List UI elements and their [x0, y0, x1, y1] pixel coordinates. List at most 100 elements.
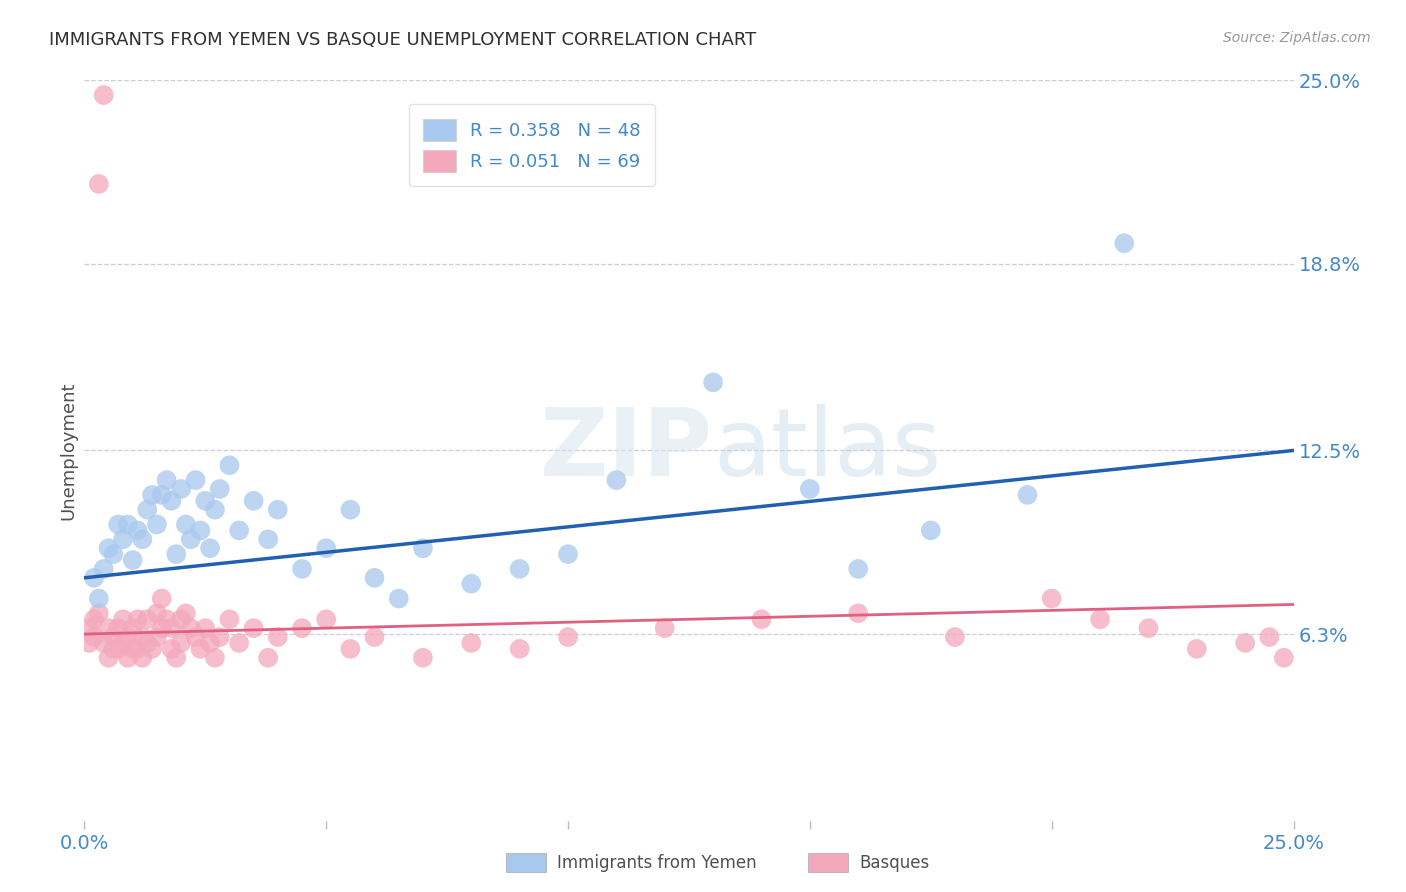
Point: [654, 621, 676, 635]
Point: [204, 650, 226, 665]
Point: [943, 630, 966, 644]
Point: [363, 630, 385, 644]
Point: [93, 88, 115, 103]
Point: [103, 547, 125, 561]
Point: [150, 488, 173, 502]
Point: [184, 473, 207, 487]
Point: [83, 571, 105, 585]
Point: [1258, 630, 1281, 644]
Point: [846, 562, 869, 576]
Point: [131, 650, 153, 665]
Text: atlas: atlas: [713, 404, 942, 497]
Point: [160, 641, 183, 656]
Point: [160, 493, 183, 508]
Point: [112, 533, 135, 547]
Point: [1040, 591, 1063, 606]
Point: [87, 591, 110, 606]
Text: IMMIGRANTS FROM YEMEN VS BASQUE UNEMPLOYMENT CORRELATION CHART: IMMIGRANTS FROM YEMEN VS BASQUE UNEMPLOY…: [49, 31, 756, 49]
Point: [150, 621, 173, 635]
Point: [136, 636, 159, 650]
Point: [146, 630, 169, 644]
Point: [165, 650, 187, 665]
Point: [228, 636, 250, 650]
Point: [174, 607, 197, 621]
Point: [117, 650, 139, 665]
Point: [131, 630, 153, 644]
Point: [93, 636, 115, 650]
Point: [170, 482, 193, 496]
Point: [315, 541, 337, 556]
Point: [107, 621, 129, 635]
Point: [1088, 612, 1111, 626]
Point: [257, 533, 280, 547]
Point: [267, 502, 290, 516]
Point: [198, 541, 221, 556]
Text: Immigrants from Yemen: Immigrants from Yemen: [557, 854, 756, 871]
Point: [112, 636, 135, 650]
Point: [242, 621, 264, 635]
Point: [412, 541, 434, 556]
Point: [107, 641, 129, 656]
Point: [1185, 641, 1208, 656]
Point: [87, 607, 110, 621]
Point: [180, 621, 202, 635]
Point: [218, 458, 240, 473]
Point: [412, 650, 434, 665]
Point: [87, 177, 110, 191]
Point: [208, 630, 231, 644]
Point: [1234, 636, 1257, 650]
Point: [165, 547, 187, 561]
Point: [388, 591, 411, 606]
Point: [83, 612, 105, 626]
Point: [77, 621, 100, 635]
Point: [1017, 488, 1039, 502]
Point: [136, 502, 159, 516]
Point: [127, 612, 149, 626]
Point: [174, 517, 197, 532]
Point: [1137, 621, 1160, 635]
Point: [799, 482, 821, 496]
Point: [127, 641, 149, 656]
Point: [208, 482, 231, 496]
Point: [146, 517, 169, 532]
Point: [557, 547, 579, 561]
Point: [141, 641, 163, 656]
Point: [509, 641, 531, 656]
Point: [190, 524, 212, 538]
Point: [136, 612, 159, 626]
Point: [1114, 236, 1136, 251]
Point: [103, 630, 125, 644]
Text: Basques: Basques: [859, 854, 929, 871]
Point: [97, 650, 120, 665]
Point: [257, 650, 280, 665]
Point: [198, 636, 221, 650]
Point: [121, 553, 143, 567]
Point: [117, 517, 139, 532]
Point: [83, 630, 105, 644]
Point: [702, 376, 724, 390]
Point: [112, 612, 135, 626]
Point: [155, 612, 177, 626]
Point: [291, 562, 314, 576]
Point: [170, 612, 193, 626]
Point: [460, 636, 482, 650]
Legend: R = 0.358   N = 48, R = 0.051   N = 69: R = 0.358 N = 48, R = 0.051 N = 69: [409, 104, 655, 186]
Point: [194, 493, 217, 508]
Point: [155, 473, 177, 487]
Point: [117, 630, 139, 644]
Point: [509, 562, 531, 576]
Point: [170, 636, 193, 650]
Point: [127, 524, 149, 538]
Point: [339, 641, 361, 656]
Point: [605, 473, 627, 487]
Point: [228, 524, 250, 538]
Point: [103, 641, 125, 656]
Text: Source: ZipAtlas.com: Source: ZipAtlas.com: [1223, 31, 1371, 45]
Point: [180, 533, 202, 547]
Point: [363, 571, 385, 585]
Point: [315, 612, 337, 626]
Point: [150, 591, 173, 606]
Point: [751, 612, 773, 626]
Point: [131, 533, 153, 547]
Point: [557, 630, 579, 644]
